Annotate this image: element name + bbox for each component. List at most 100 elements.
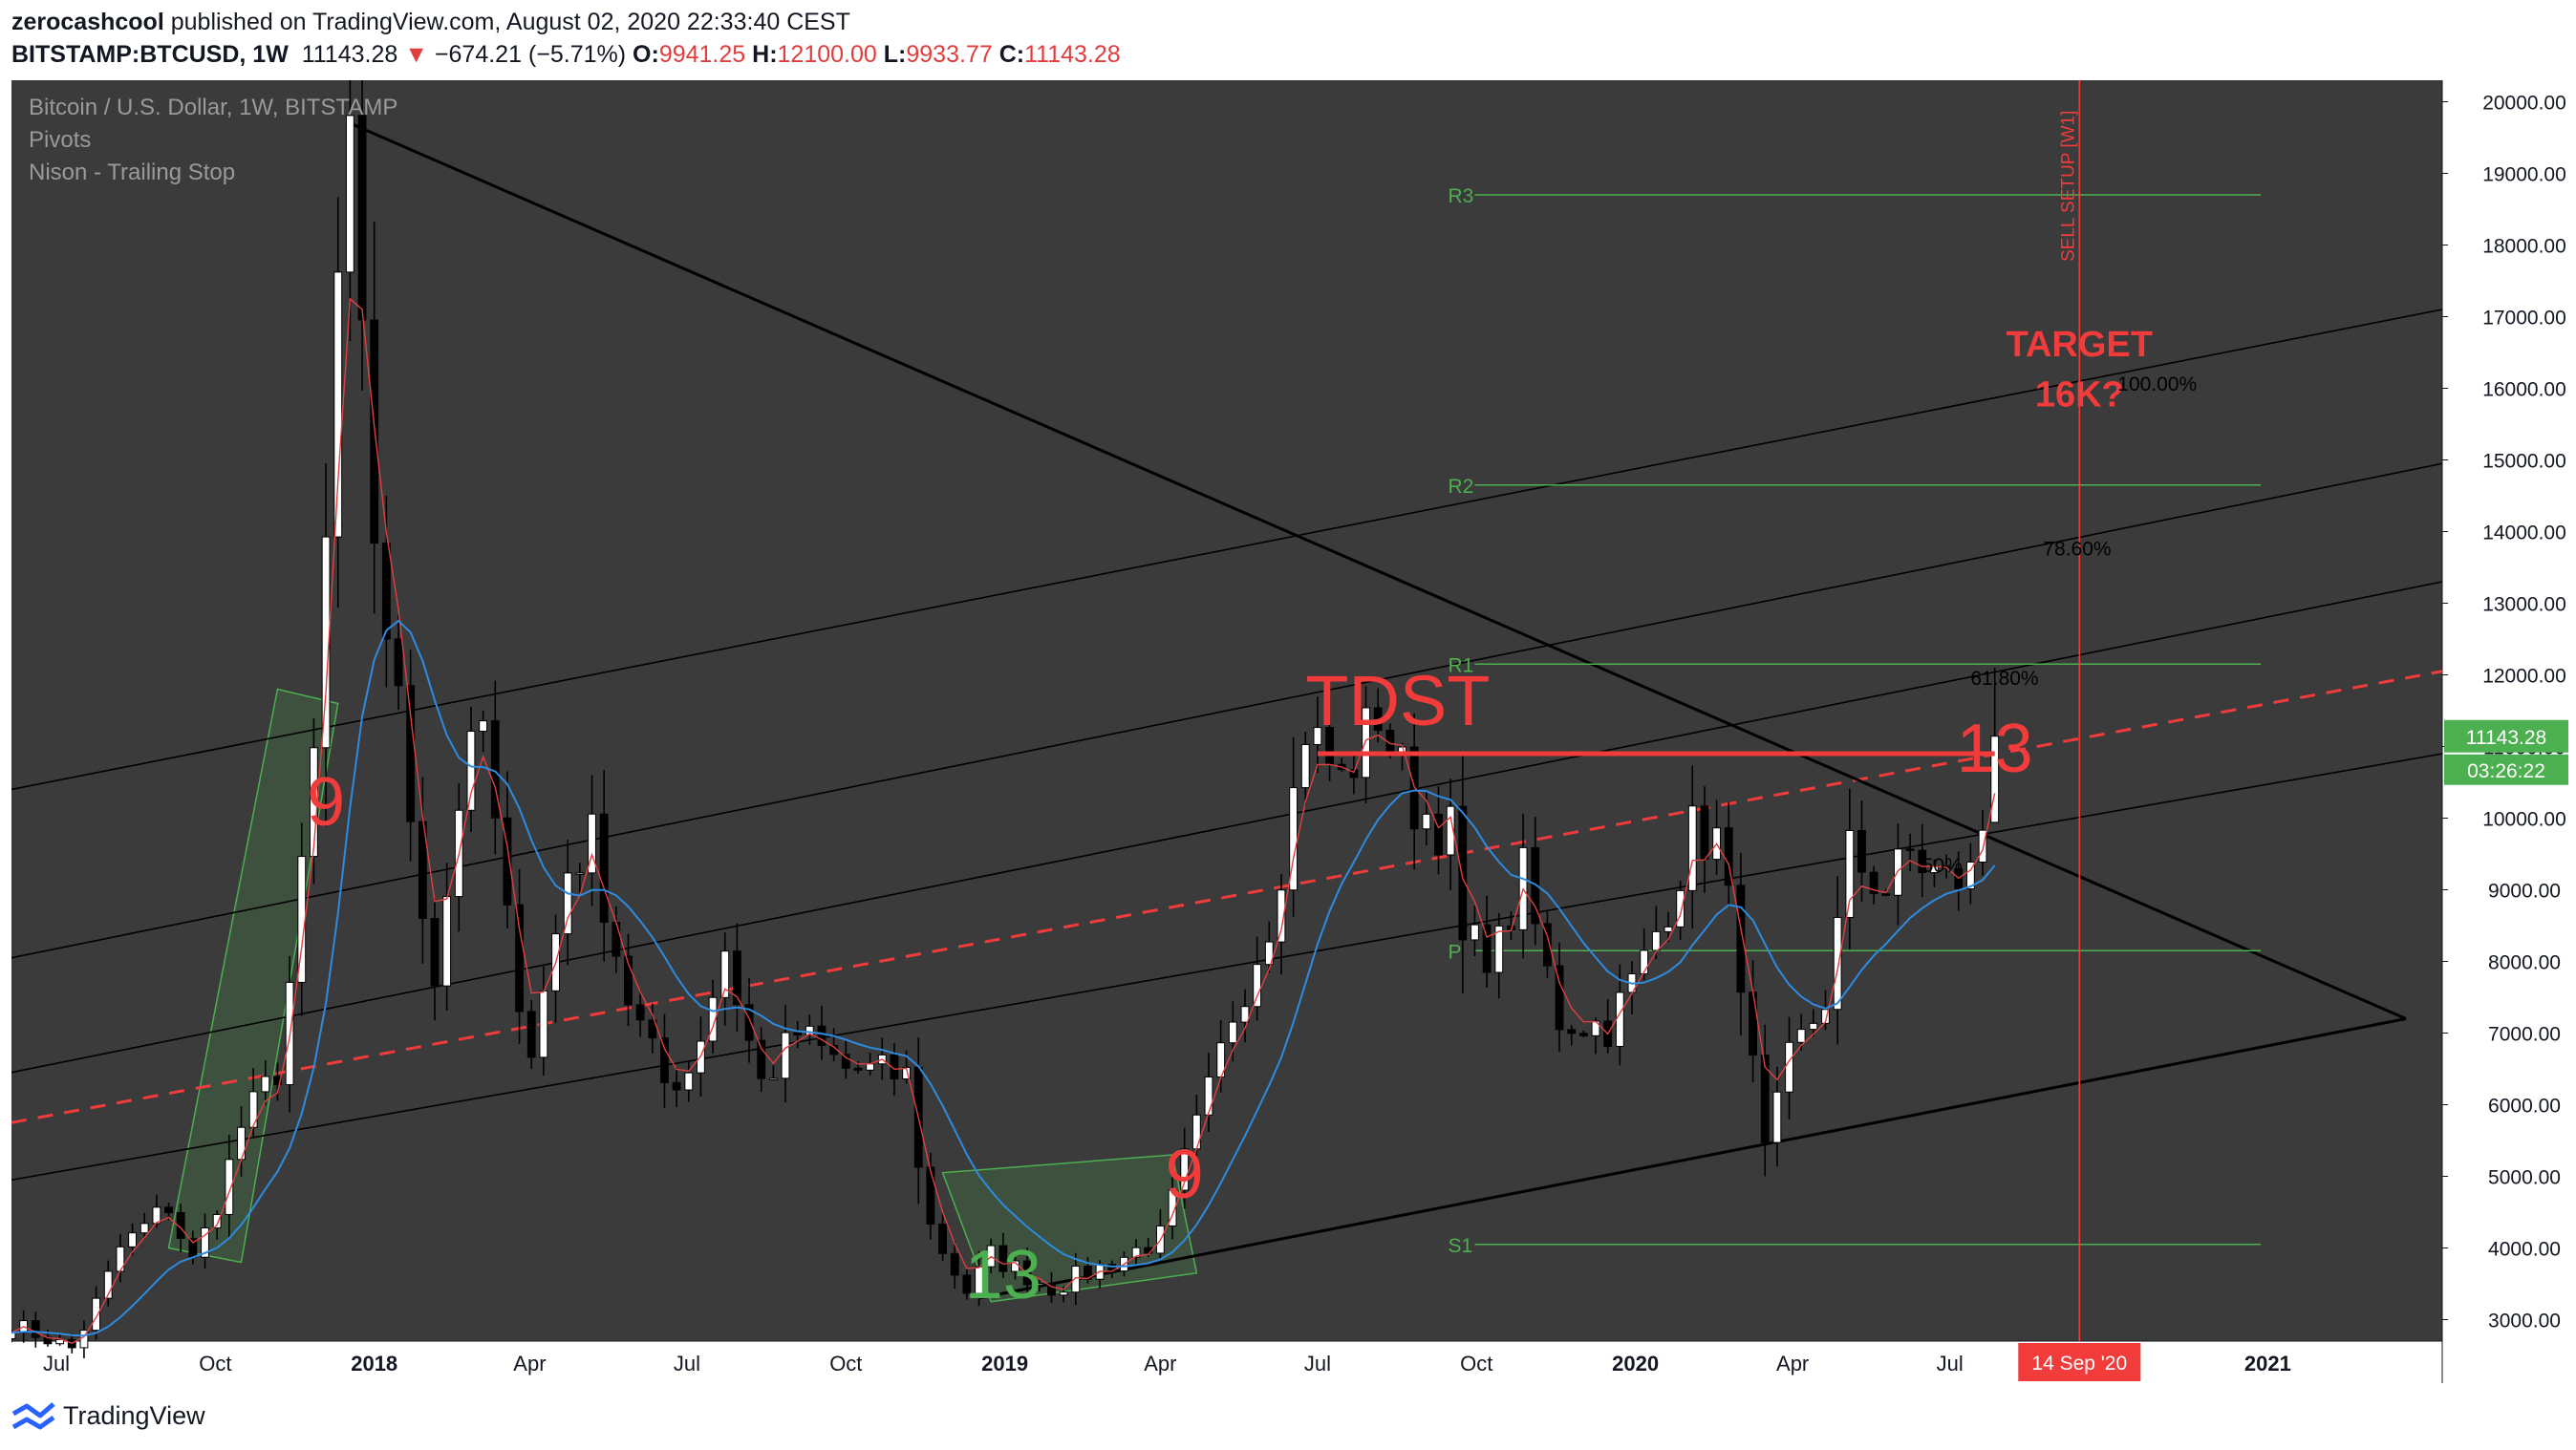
candle-body[interactable] (442, 896, 452, 987)
candle-body[interactable] (624, 955, 633, 1006)
candle-body[interactable] (1422, 813, 1431, 830)
candle-body[interactable] (781, 1032, 790, 1079)
candle-body[interactable] (744, 1004, 754, 1041)
candle-body[interactable] (1434, 813, 1443, 856)
candle-body[interactable] (1640, 949, 1649, 974)
candle-body[interactable] (1881, 893, 1891, 896)
candle-body[interactable] (1084, 1266, 1092, 1280)
candle-body[interactable] (648, 1019, 657, 1039)
candle-body[interactable] (1349, 769, 1359, 778)
candle-body[interactable] (1131, 1247, 1141, 1258)
candle-body[interactable] (201, 1226, 209, 1258)
candle-body[interactable] (1035, 1283, 1044, 1286)
candle-body[interactable] (1700, 805, 1709, 861)
candle-body[interactable] (1676, 889, 1685, 928)
candle-body[interactable] (321, 536, 331, 749)
candle-body[interactable] (1857, 829, 1866, 873)
candle-body[interactable] (1542, 923, 1552, 967)
candle-body[interactable] (1567, 1029, 1577, 1034)
candle-body[interactable] (660, 1037, 669, 1083)
candle-body[interactable] (1772, 1091, 1782, 1143)
candle-body[interactable] (406, 685, 416, 822)
candle-body[interactable] (793, 1032, 803, 1035)
candle-body[interactable] (515, 904, 525, 1013)
candle-body[interactable] (539, 990, 548, 1058)
candle-body[interactable] (1458, 805, 1468, 941)
candle-body[interactable] (1749, 992, 1757, 1056)
candle-body[interactable] (866, 1063, 875, 1071)
candle-body[interactable] (1578, 1033, 1588, 1036)
candle-body[interactable] (1990, 736, 2000, 823)
candle-body[interactable] (237, 1126, 246, 1161)
candle-body[interactable] (1398, 746, 1406, 753)
candle-body[interactable] (55, 1338, 65, 1345)
candle-body[interactable] (684, 1072, 694, 1091)
candle-body[interactable] (853, 1067, 863, 1071)
candle-body[interactable] (708, 996, 718, 1042)
candle-body[interactable] (1047, 1283, 1056, 1296)
candle-body[interactable] (768, 1077, 778, 1080)
candle-body[interactable] (1362, 707, 1370, 778)
candle-body[interactable] (273, 1076, 282, 1086)
candle-body[interactable] (1531, 846, 1540, 925)
author-name[interactable]: zerocashcool (11, 9, 164, 35)
candle-body[interactable] (1555, 965, 1564, 1031)
candle-body[interactable] (357, 115, 367, 321)
candle-body[interactable] (1615, 992, 1624, 1047)
candle-body[interactable] (962, 1274, 972, 1294)
candle-body[interactable] (31, 1320, 40, 1338)
candle-body[interactable] (612, 922, 621, 957)
candle-body[interactable] (1905, 848, 1915, 851)
candle-body[interactable] (140, 1223, 149, 1234)
candle-body[interactable] (92, 1297, 101, 1332)
tradingview-logo-icon[interactable] (11, 1400, 55, 1431)
candle-body[interactable] (998, 1245, 1008, 1272)
candle-body[interactable] (1071, 1266, 1081, 1293)
candle-body[interactable] (103, 1270, 113, 1299)
candle-body[interactable] (466, 731, 476, 811)
candle-body[interactable] (212, 1213, 222, 1228)
candle-body[interactable] (333, 271, 343, 538)
candle-body[interactable] (1470, 924, 1479, 941)
candle-body[interactable] (1724, 827, 1733, 886)
candle-body[interactable] (345, 115, 354, 273)
candle-body[interactable] (1300, 743, 1310, 789)
candle-body[interactable] (902, 1067, 912, 1079)
candle-body[interactable] (248, 1091, 258, 1128)
candle-body[interactable] (1313, 727, 1322, 745)
candle-body[interactable] (1869, 871, 1878, 895)
candle-body[interactable] (1253, 964, 1262, 1008)
candle-body[interactable] (1168, 1189, 1177, 1226)
candle-body[interactable] (1482, 924, 1492, 973)
candle-body[interactable] (503, 817, 512, 906)
candle-body[interactable] (1204, 1076, 1213, 1116)
candle-body[interactable] (394, 638, 403, 687)
candle-body[interactable] (1651, 930, 1661, 951)
candle-body[interactable] (588, 813, 596, 874)
candle-body[interactable] (1736, 885, 1746, 993)
candle-body[interactable] (599, 813, 609, 924)
candle-body[interactable] (563, 872, 572, 935)
candle-body[interactable] (1918, 849, 1927, 874)
candle-body[interactable] (1664, 926, 1673, 932)
candle-body[interactable] (1240, 1006, 1250, 1023)
candle-body[interactable] (1785, 1041, 1793, 1093)
candle-body[interactable] (1845, 829, 1855, 918)
candle-body[interactable] (720, 950, 730, 998)
candle-body[interactable] (1228, 1021, 1237, 1044)
candle-body[interactable] (1796, 1029, 1806, 1043)
candle-body[interactable] (1180, 1148, 1190, 1191)
candle-body[interactable] (430, 917, 440, 987)
candle-body[interactable] (817, 1025, 826, 1046)
candle-body[interactable] (164, 1206, 173, 1214)
candle-body[interactable] (575, 872, 585, 875)
candle-body[interactable] (1833, 916, 1842, 1011)
candle-body[interactable] (1760, 1054, 1770, 1143)
candle-body[interactable] (1894, 848, 1902, 896)
candle-body[interactable] (757, 1039, 766, 1079)
candle-body[interactable] (1264, 941, 1274, 966)
candle-body[interactable] (1687, 805, 1697, 891)
candle-body[interactable] (1978, 829, 1987, 864)
candle-body[interactable] (672, 1081, 681, 1091)
candle-body[interactable] (526, 1011, 536, 1058)
